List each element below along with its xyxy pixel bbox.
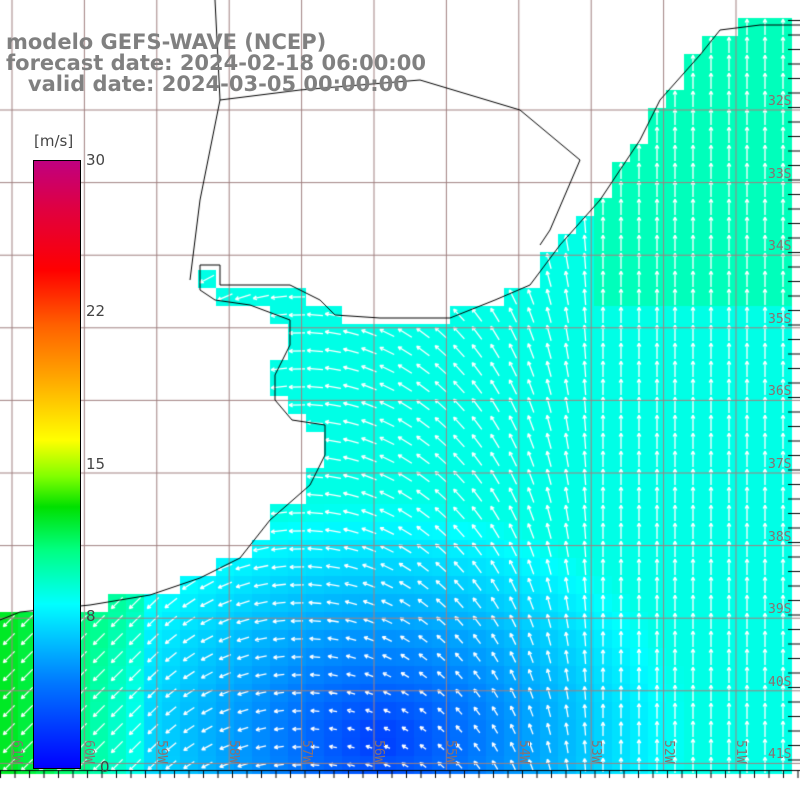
lat-label: 40S: [768, 674, 792, 690]
title-forecast-date: forecast date: 2024-02-18 06:00:00: [6, 51, 426, 75]
colorbar-tick: 15: [86, 455, 106, 473]
title-model: modelo GEFS-WAVE (NCEP): [6, 30, 327, 54]
lat-label: 34S: [768, 239, 792, 255]
colorbar-tick: 0: [100, 758, 110, 776]
title-valid-date: valid date: 2024-03-05 00:00:00: [6, 72, 408, 96]
colorbar-tick: 8: [86, 607, 96, 625]
lon-label: 61W: [9, 740, 24, 764]
lon-label: 51W: [733, 740, 748, 764]
lon-label: 56W: [371, 740, 386, 764]
lat-label: 32S: [768, 94, 792, 109]
lat-label: 33S: [768, 166, 792, 182]
lon-label: 54W: [515, 740, 531, 764]
colorbar-tick: 30: [86, 151, 106, 169]
lat-label: 37S: [768, 457, 792, 472]
lon-label: 60W: [81, 740, 97, 764]
lon-label: 53W: [588, 740, 604, 764]
lon-label: 57W: [298, 740, 314, 764]
colorbar: [33, 160, 81, 769]
colorbar-unit: [m/s]: [34, 132, 74, 150]
lon-label: 52W: [660, 740, 676, 764]
lat-label: 39S: [768, 602, 792, 618]
lat-label: 35S: [768, 311, 792, 327]
lat-label: 36S: [768, 384, 792, 400]
lon-label: 58W: [226, 740, 242, 764]
lat-label: 41S: [768, 747, 792, 763]
lon-label: 55W: [443, 740, 459, 764]
colorbar-tick: 22: [86, 302, 106, 320]
lon-label: 59W: [153, 740, 169, 764]
lat-label: 38S: [768, 529, 792, 545]
